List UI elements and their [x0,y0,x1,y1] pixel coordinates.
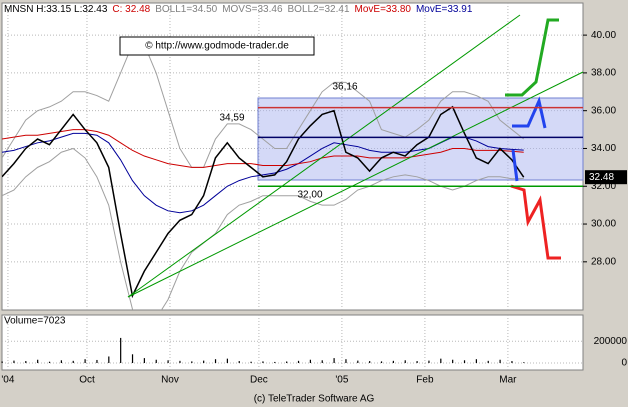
volume-bar [250,361,252,364]
volume-bar [416,361,418,364]
header: MNSN H:33.15 L:32.43 C: 32.48 BOLL1=34.50 M… [4,4,473,15]
x-tick-label: Dec [250,375,268,386]
volume-bar [440,358,442,364]
volume-bar [428,360,430,364]
volume-bar [72,360,74,364]
volume-panel [1,314,584,371]
header-item: MNSN H:33.15 L:32.43 [4,4,108,15]
watermark: © http://www.godmode-trader.de [145,41,289,52]
volume-bar [487,360,489,364]
volume-bar [463,360,466,364]
header-item: C: 32.48 [112,4,150,15]
x-tick-label: Mar [499,375,517,386]
watermark-box [119,36,315,56]
trend-lines [127,14,584,298]
volume-bar [214,359,217,364]
volume-bar [13,360,15,364]
volume-bar [60,360,62,364]
series-line [2,105,525,299]
volume-tick-label: 200000 [594,336,628,347]
trend-line [127,14,521,298]
y-tick-label: 30.00 [591,219,616,230]
series-line [2,129,524,168]
volume-bar [238,361,240,364]
volume-bar [108,356,110,364]
volume-bar [155,359,157,364]
volume-bar [84,359,86,364]
volume-bar [96,359,98,364]
volume-bar [143,358,145,364]
volume-bar [523,362,525,364]
range-box [257,97,584,181]
volume-bar [25,361,27,364]
header-item: MOVS=33.46 [222,4,283,15]
trend-line [127,71,584,298]
volume-tick-label: 0 [621,358,627,369]
series-line [2,147,524,310]
volume-bar [48,361,51,364]
y-tick-label: 28.00 [591,256,616,267]
header-item: BOLL2=32.41 [288,4,350,15]
volume-bar [274,361,276,364]
volume-bar [321,360,323,364]
level-label: 32,00 [297,190,322,201]
volume-bar [203,360,205,364]
x-tick-label: '04 [1,375,14,386]
volume-bar [380,361,383,364]
header-item: MovE=33.80 [355,4,412,15]
x-tick-label: '05 [335,375,348,386]
volume-bar [120,337,122,364]
volume-bar [179,360,181,364]
volume-label: Volume=7023 [4,316,66,327]
y-tick-label: 40.00 [591,30,616,41]
volume-bar [286,361,288,364]
volume-bar [511,361,513,364]
last-price-label: 32.48 [589,172,614,183]
y-tick-label: 32.00 [591,181,616,192]
neutral-scenario [512,96,547,129]
x-tick-label: Feb [416,375,434,386]
volume-bar [392,360,394,364]
x-tick-label: Oct [79,375,95,386]
footer: (c) TeleTrader Software AG [254,394,375,405]
volume-bar [226,358,228,364]
volume-bar [191,361,193,364]
volume-bar [309,359,311,364]
volume-bar [452,359,454,364]
volume-bar [345,359,347,364]
header-item: BOLL1=34.50 [155,4,217,15]
bull-scenario [505,18,559,97]
level-label: 34,59 [219,113,244,124]
volume-bar [131,354,134,364]
y-tick-label: 34.00 [591,143,616,154]
last-price-box [585,170,627,185]
volume-bar [369,361,371,364]
volume-bar [1,361,3,364]
y-tick-label: 38.00 [591,68,616,79]
volume-bar [475,359,477,364]
bear-scenario [510,184,561,260]
neutral-scenario [511,149,519,182]
volume-bar [357,360,359,364]
volume-bar [297,360,300,364]
volume-bar [499,359,501,364]
scenarios [505,18,561,260]
volume-bar [37,359,39,364]
header-item: MovE=33.91 [416,4,473,15]
volume-bar [167,360,169,364]
x-tick-label: Nov [161,375,179,386]
y-tick-label: 36.00 [591,105,616,116]
volume-bar [262,361,264,364]
volume-bar [333,358,335,364]
level-label: 36,16 [332,82,357,93]
volume-bar [404,360,406,364]
